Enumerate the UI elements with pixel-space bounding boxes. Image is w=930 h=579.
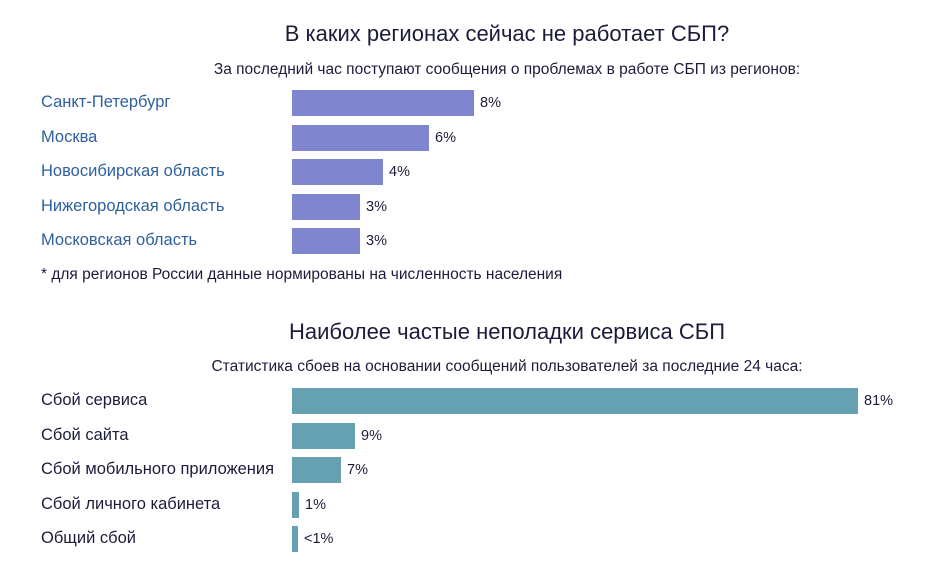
region-bar bbox=[292, 193, 360, 220]
issue-value-label: <1% bbox=[304, 531, 334, 547]
issue-row: Общий сбой <1% bbox=[0, 526, 930, 552]
region-row[interactable]: Москва 6% bbox=[0, 124, 930, 151]
issue-row: Сбой мобильного приложения 7% bbox=[0, 457, 930, 483]
issue-bar bbox=[292, 388, 858, 414]
issues-chart-title: Наиболее частые неполадки сервиса СБП bbox=[288, 319, 726, 344]
region-value-label: 6% bbox=[435, 129, 456, 146]
regions-chart-subtitle: За последний час поступают сообщения о п… bbox=[213, 61, 801, 78]
region-row[interactable]: Санкт-Петербург 8% bbox=[0, 90, 930, 116]
issue-category-label: Сбой мобильного приложения bbox=[41, 460, 275, 478]
issue-bar bbox=[292, 526, 298, 552]
issue-row: Сбой сервиса 81% bbox=[0, 388, 930, 414]
issue-category-label: Сбой сайта bbox=[41, 425, 129, 444]
issue-bar bbox=[292, 457, 341, 483]
region-category-label[interactable]: Новосибирская область bbox=[41, 162, 225, 180]
issue-value-label: 7% bbox=[347, 462, 368, 478]
region-value-label: 3% bbox=[366, 198, 387, 215]
region-category-label[interactable]: Московская область bbox=[41, 231, 198, 249]
region-bar bbox=[292, 159, 383, 185]
regions-chart-title: В каких регионах сейчас не работает СБП? bbox=[284, 21, 730, 46]
issue-bar bbox=[292, 422, 355, 449]
region-row[interactable]: Нижегородская область 3% bbox=[0, 193, 930, 220]
region-category-label[interactable]: Москва bbox=[41, 127, 98, 146]
region-row[interactable]: Московская область 3% bbox=[0, 228, 930, 254]
issue-bar bbox=[292, 491, 299, 518]
issue-category-label: Сбой личного кабинета bbox=[41, 494, 221, 513]
issue-value-label: 81% bbox=[864, 393, 894, 409]
region-bar bbox=[292, 124, 429, 151]
region-value-label: 4% bbox=[389, 164, 410, 180]
issue-row: Сбой сайта 9% bbox=[0, 422, 930, 449]
region-bar bbox=[292, 228, 360, 254]
region-category-label[interactable]: Санкт-Петербург bbox=[41, 93, 171, 111]
issue-category-label: Общий сбой bbox=[41, 529, 136, 547]
region-category-label[interactable]: Нижегородская область bbox=[41, 196, 225, 215]
regions-footnote: * для регионов России данные нормированы… bbox=[41, 266, 563, 283]
issue-category-label: Сбой сервиса bbox=[41, 391, 148, 409]
region-row[interactable]: Новосибирская область 4% bbox=[0, 159, 930, 185]
issue-value-label: 9% bbox=[361, 427, 382, 444]
region-bar bbox=[292, 90, 474, 116]
region-value-label: 3% bbox=[366, 233, 387, 249]
issue-row: Сбой личного кабинета 1% bbox=[0, 491, 930, 518]
issues-chart-subtitle: Статистика сбоев на основании сообщений … bbox=[211, 358, 803, 375]
issue-value-label: 1% bbox=[305, 496, 326, 513]
region-value-label: 8% bbox=[480, 95, 501, 111]
